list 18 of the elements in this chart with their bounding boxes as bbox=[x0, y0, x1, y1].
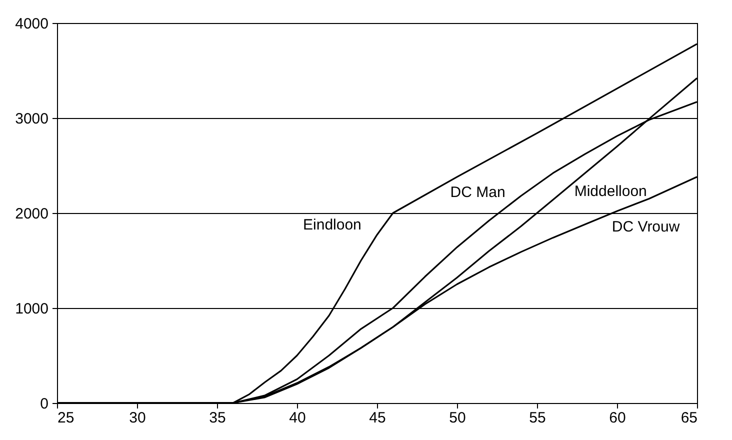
x-tick-label: 35 bbox=[209, 410, 226, 426]
x-tick-label: 55 bbox=[529, 410, 546, 426]
y-tick-label: 0 bbox=[40, 396, 48, 412]
x-tick-label: 30 bbox=[129, 410, 146, 426]
x-tick-label: 65 bbox=[680, 410, 698, 426]
y-tick-label: 3000 bbox=[15, 110, 48, 128]
x-tick-label: 40 bbox=[289, 410, 306, 426]
y-tick-label: 2000 bbox=[15, 206, 48, 222]
x-tick-label: 45 bbox=[369, 410, 386, 426]
y-tick-label: 4000 bbox=[15, 16, 48, 32]
x-tick-label: 25 bbox=[58, 410, 74, 426]
series-label: DC Man bbox=[450, 184, 506, 202]
series-label: Middelloon bbox=[574, 183, 647, 200]
series-label: DC Vrouw bbox=[612, 218, 680, 236]
x-tick-label: 60 bbox=[609, 410, 626, 426]
series-label: Eindloon bbox=[303, 216, 362, 234]
x-tick-label: 50 bbox=[449, 410, 466, 426]
y-tick-label: 1000 bbox=[15, 300, 48, 318]
